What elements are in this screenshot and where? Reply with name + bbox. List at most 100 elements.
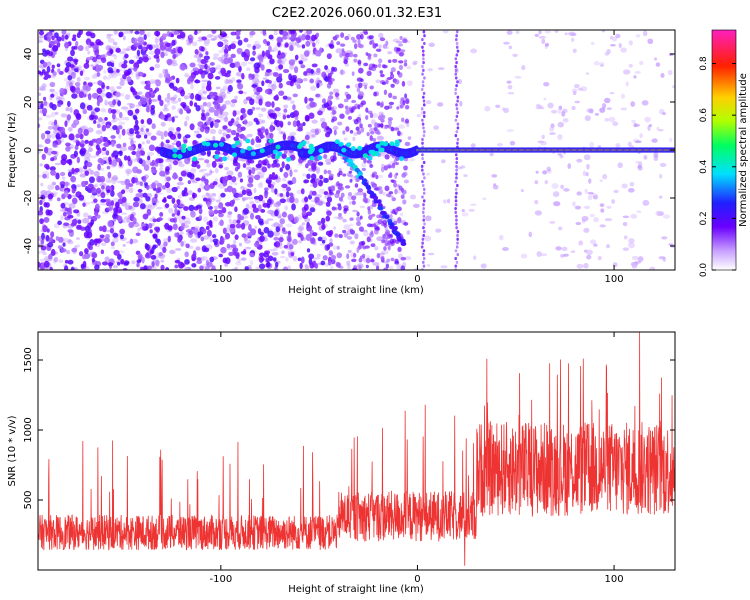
heatmap-noise: [393, 127, 400, 131]
heatmap-noise: [87, 93, 92, 101]
heatmap-stripe: [455, 30, 459, 34]
heatmap-speckle: [570, 250, 576, 253]
heatmap-noise: [346, 253, 350, 260]
heatmap-noise: [348, 170, 353, 174]
heatmap-knot: [222, 156, 228, 162]
heatmap-speckle: [379, 252, 385, 256]
heatmap-speckle: [163, 103, 168, 110]
heatmap-noise: [359, 123, 363, 129]
heatmap-stripe: [422, 191, 426, 195]
heatmap-speckle: [311, 119, 318, 124]
heatmap-noise: [340, 43, 346, 47]
heatmap-noise: [134, 177, 139, 183]
heatmap-knot: [368, 149, 374, 155]
heatmap-speckle: [343, 224, 351, 230]
heatmap-noise: [305, 40, 311, 47]
heatmap-noise: [171, 39, 176, 47]
heatmap-speckle: [506, 80, 512, 84]
heatmap-speckle: [333, 226, 337, 230]
heatmap-noise: [289, 36, 295, 41]
heatmap-speckle: [38, 92, 42, 97]
heatmap-noise: [76, 225, 82, 230]
heatmap-speckle: [140, 124, 146, 129]
heatmap-noise: [98, 225, 103, 232]
heatmap-noise: [43, 201, 48, 208]
heatmap-noise: [256, 86, 263, 93]
heatmap-speckle: [586, 249, 593, 256]
heatmap-knot: [172, 153, 178, 159]
heatmap-speckle: [100, 242, 107, 246]
heatmap-noise: [380, 255, 385, 260]
heatmap-speckle: [551, 182, 559, 189]
heatmap-speckle: [53, 256, 59, 263]
heatmap-noise: [57, 236, 64, 243]
heatmap-noise: [338, 196, 343, 202]
heatmap-noise: [306, 248, 311, 253]
heatmap-stripe: [455, 172, 458, 176]
heatmap-knot: [181, 143, 187, 149]
heatmap-noise: [169, 218, 176, 223]
heatmap-branch: [366, 185, 372, 191]
heatmap-noise: [190, 210, 196, 218]
heatmap-stripe: [422, 256, 426, 261]
heatmap-noise: [222, 179, 228, 187]
heatmap-noise: [246, 191, 253, 197]
heatmap-speckle: [668, 52, 674, 57]
heatmap-noise: [213, 109, 219, 117]
heatmap-speckle: [190, 84, 194, 90]
heatmap-speckle: [238, 242, 243, 247]
heatmap-speckle: [484, 105, 491, 112]
heatmap-noise: [387, 59, 392, 63]
heatmap-noise: [331, 106, 335, 112]
heatmap-noise: [309, 101, 316, 108]
heatmap-noise: [364, 199, 368, 204]
heatmap-noise: [343, 98, 349, 103]
heatmap-noise: [119, 228, 126, 235]
heatmap-speckle: [329, 238, 333, 243]
heatmap-speckle: [119, 51, 127, 55]
heatmap-noise: [194, 79, 201, 84]
heatmap-speckle: [205, 192, 211, 196]
heatmap-noise: [383, 89, 388, 96]
heatmap-speckle: [212, 56, 219, 60]
heatmap-stripe: [422, 203, 425, 207]
heatmap-speckle: [202, 216, 209, 223]
heatmap-speckle: [437, 67, 445, 71]
heatmap-noise: [65, 146, 71, 152]
heatmap-speckle: [103, 69, 107, 74]
heatmap-noise: [136, 49, 141, 57]
heatmap-noise: [249, 252, 255, 257]
heatmap-stripe: [456, 49, 460, 53]
heatmap-noise: [108, 156, 112, 162]
heatmap-noise: [315, 93, 321, 98]
heatmap-noise: [365, 52, 369, 56]
heatmap-noise: [135, 232, 141, 237]
heatmap-noise: [135, 193, 141, 198]
heatmap-stripe: [454, 91, 457, 95]
heatmap-speckle: [254, 225, 258, 230]
heatmap-noise: [171, 213, 176, 217]
heatmap-noise: [55, 236, 60, 241]
heatmap-speckle: [232, 239, 237, 246]
heatmap-noise: [364, 84, 368, 90]
heatmap-speckle: [191, 41, 198, 47]
heatmap-noise: [124, 71, 131, 76]
heatmap-noise: [139, 266, 144, 270]
heatmap-speckle: [202, 90, 208, 95]
heatmap-noise: [255, 163, 262, 169]
colorbar-frame: [711, 29, 737, 271]
heatmap-noise: [221, 103, 227, 110]
heatmap-noise: [373, 53, 378, 58]
heatmap-noise: [303, 204, 309, 211]
heatmap-speckle: [278, 223, 283, 228]
heatmap-noise: [40, 194, 46, 200]
colorbar-tick-label: 0.2: [699, 211, 709, 225]
heatmap-noise: [218, 202, 224, 209]
heatmap-noise: [139, 30, 145, 35]
heatmap-speckle: [286, 223, 293, 228]
heatmap-noise: [172, 86, 178, 91]
heatmap-noise: [317, 236, 323, 242]
heatmap-noise: [47, 242, 54, 248]
heatmap-speckle: [271, 251, 279, 256]
heatmap-speckle: [217, 56, 224, 62]
